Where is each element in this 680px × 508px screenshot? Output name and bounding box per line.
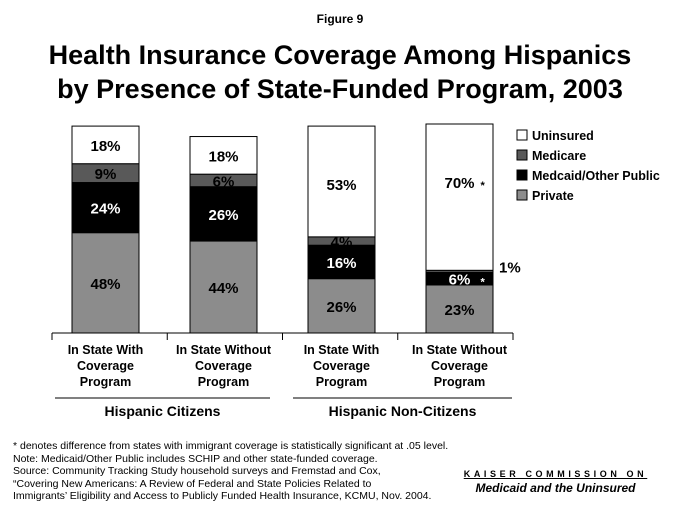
x-tick-label: Program	[80, 375, 131, 389]
legend-label: Medcaid/Other Public	[532, 169, 660, 183]
data-label: 9%	[95, 166, 117, 183]
footnote-line: “Covering New Americans: A Review of Fed…	[13, 477, 372, 490]
x-tick-label: Coverage	[77, 359, 134, 373]
x-tick-label: Program	[316, 375, 367, 389]
significance-marker: *	[481, 277, 486, 289]
data-label: 23%	[444, 302, 474, 319]
bar-segment	[189, 186, 258, 242]
kaiser-logo-line-2: Medicaid and the Uninsured	[475, 481, 636, 495]
bar-segment	[307, 278, 376, 334]
data-label: 18%	[90, 138, 120, 155]
bar-segment	[71, 125, 140, 165]
data-label: 48%	[90, 276, 120, 293]
x-tick-label: In State With	[304, 343, 380, 357]
x-tick-label: Program	[198, 375, 249, 389]
footnote-line: Note: Medicaid/Other Public includes SCH…	[13, 452, 378, 465]
data-label: 24%	[90, 201, 120, 218]
kaiser-logo: KAISER COMMISSION ON Medicaid and the Un…	[453, 469, 658, 495]
legend-swatch	[516, 129, 528, 141]
x-tick-label: In State Without	[176, 343, 272, 357]
x-tick-label: Coverage	[195, 359, 252, 373]
kaiser-logo-line-1: KAISER COMMISSION ON	[463, 469, 648, 479]
data-label: 70%	[444, 175, 474, 192]
significance-marker: *	[481, 180, 486, 192]
data-label: 6%	[449, 272, 471, 289]
x-tick-label: In State With	[68, 343, 144, 357]
data-label: 1%	[499, 259, 521, 276]
bar-segment	[189, 136, 258, 175]
bar-segment	[307, 244, 376, 280]
footnote-line: Source: Community Tracking Study househo…	[13, 465, 381, 477]
x-tick-label: Program	[434, 375, 485, 389]
bar-segment	[189, 240, 258, 334]
legend-swatch	[516, 189, 528, 201]
bar-segment	[307, 125, 376, 238]
group-label: Hispanic Non-Citizens	[329, 403, 477, 419]
bar-segment	[425, 123, 494, 271]
data-label: 53%	[326, 177, 356, 194]
figure-label: Figure 9	[316, 12, 364, 26]
data-label: 16%	[326, 255, 356, 272]
chart-title: Health Insurance Coverage Among Hispanic…	[0, 38, 680, 106]
x-tick-label: Coverage	[313, 359, 370, 373]
footnote-line: Immigrants’ Eligibility and Access to Pu…	[13, 490, 432, 502]
data-label: 26%	[326, 299, 356, 316]
chart-title-line-1: Health Insurance Coverage Among Hispanic…	[48, 40, 632, 70]
data-label: 6%	[213, 173, 235, 190]
data-label: 18%	[208, 148, 238, 165]
x-tick-label: In State Without	[412, 343, 508, 357]
data-label: 26%	[208, 207, 238, 224]
legend-label: Uninsured	[532, 129, 594, 143]
bar-segment	[71, 182, 140, 234]
x-tick-label: Coverage	[431, 359, 488, 373]
bar-segment	[71, 232, 140, 334]
data-label: 4%	[331, 234, 353, 251]
data-label: 44%	[208, 280, 238, 297]
group-label: Hispanic Citizens	[105, 403, 221, 419]
chart-title-line-2: by Presence of State-Funded Program, 200…	[57, 74, 623, 104]
footnotes: * denotes difference from states with im…	[13, 440, 473, 503]
legend-swatch	[516, 149, 528, 161]
legend-swatch	[516, 169, 528, 181]
footnote-line: * denotes difference from states with im…	[13, 440, 449, 452]
legend-label: Medicare	[532, 149, 586, 163]
legend-label: Private	[532, 189, 574, 203]
